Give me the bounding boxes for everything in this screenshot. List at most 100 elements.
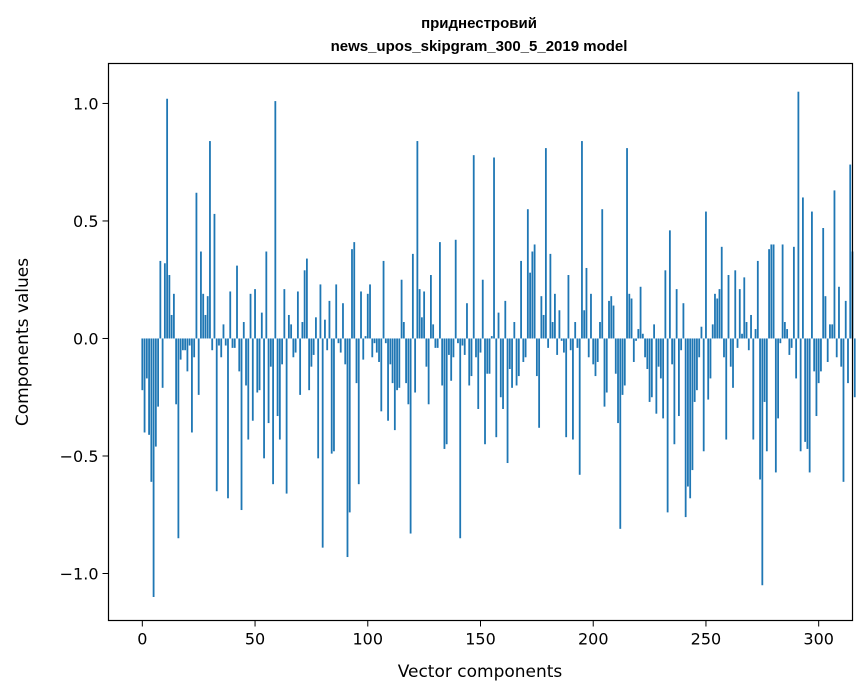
- bar-72: [303, 270, 306, 339]
- bar-38: [227, 338, 229, 499]
- bar-212: [619, 338, 622, 529]
- bar-92: [348, 338, 351, 513]
- bar-141: [459, 338, 462, 539]
- bar-268: [745, 322, 748, 339]
- bar-178: [542, 314, 545, 339]
- bar-208: [610, 296, 613, 339]
- chart-title-line-1: приднестровий: [421, 15, 537, 32]
- bar-213: [621, 338, 624, 395]
- bar-19: [184, 338, 187, 351]
- bar-50: [254, 289, 256, 339]
- bar-156: [493, 157, 495, 339]
- bar-182: [551, 322, 554, 339]
- bar-68: [294, 338, 297, 353]
- bar-175: [535, 338, 538, 377]
- bar-205: [603, 338, 606, 407]
- bar-73: [306, 258, 308, 339]
- bar-135: [445, 338, 448, 445]
- bar-298: [813, 338, 816, 372]
- bar-62: [281, 338, 283, 365]
- bar-266: [741, 333, 743, 339]
- bar-94: [353, 242, 356, 339]
- bar-289: [792, 246, 795, 339]
- bar-273: [756, 260, 759, 339]
- bar-292: [799, 338, 802, 452]
- bar-312: [844, 300, 847, 339]
- y-tick-label: −0.5: [60, 447, 99, 466]
- bar-57: [269, 338, 272, 367]
- bar-259: [725, 338, 728, 440]
- bar-281: [774, 338, 777, 473]
- bar-66: [290, 324, 293, 339]
- bar-189: [567, 275, 570, 339]
- bar-16: [177, 338, 180, 539]
- bar-232: [664, 270, 667, 339]
- bar-77: [315, 317, 317, 339]
- bar-185: [558, 310, 561, 339]
- bar-131: [436, 338, 439, 348]
- bar-217: [630, 298, 633, 339]
- bar-243: [689, 338, 692, 499]
- bar-15: [175, 338, 178, 405]
- bar-282: [777, 338, 779, 419]
- bar-58: [272, 338, 274, 485]
- bar-260: [727, 275, 730, 339]
- bar-176: [538, 338, 541, 428]
- bar-222: [641, 333, 644, 339]
- bar-207: [608, 300, 610, 339]
- bar-56: [267, 338, 270, 424]
- bar-304: [826, 338, 829, 362]
- bar-271: [752, 338, 755, 440]
- bar-88: [339, 338, 342, 353]
- bar-46: [245, 338, 247, 386]
- bar-150: [479, 338, 482, 353]
- bar-258: [723, 338, 725, 358]
- bar-67: [292, 338, 295, 358]
- bar-147: [472, 155, 475, 339]
- bar-247: [698, 338, 701, 358]
- bar-225: [648, 338, 651, 402]
- bar-179: [544, 148, 547, 339]
- bar-193: [576, 338, 579, 348]
- bar-283: [779, 338, 782, 344]
- bar-215: [626, 148, 628, 339]
- bar-91: [346, 338, 349, 558]
- bar-75: [310, 338, 313, 367]
- bar-277: [765, 338, 768, 452]
- bar-233: [666, 338, 669, 513]
- bar-158: [497, 312, 500, 339]
- bar-8: [159, 260, 162, 339]
- bar-138: [452, 338, 455, 358]
- bar-108: [384, 338, 387, 344]
- x-tick-label: 150: [465, 630, 496, 649]
- bar-253: [711, 324, 714, 339]
- bar-39: [229, 291, 232, 339]
- bar-69: [296, 291, 299, 339]
- bar-87: [337, 338, 340, 344]
- bar-249: [702, 338, 705, 452]
- bar-305: [829, 324, 831, 339]
- bar-192: [574, 322, 577, 339]
- bar-238: [678, 338, 680, 417]
- bar-311: [842, 338, 845, 482]
- bar-22: [191, 338, 193, 433]
- bar-27: [202, 293, 205, 339]
- bar-269: [747, 338, 750, 351]
- bar-149: [477, 338, 480, 409]
- bar-211: [617, 338, 619, 424]
- bar-313: [847, 338, 849, 384]
- bar-274: [759, 338, 761, 480]
- bar-132: [439, 242, 441, 339]
- bar-130: [434, 338, 437, 348]
- bar-124: [420, 317, 423, 339]
- bar-173: [531, 251, 534, 339]
- bar-65: [287, 314, 290, 339]
- bar-255: [716, 298, 719, 339]
- bar-307: [833, 190, 836, 339]
- bar-31: [211, 338, 214, 351]
- bar-180: [547, 338, 550, 348]
- bar-204: [601, 209, 604, 339]
- bar-251: [707, 338, 710, 400]
- bar-246: [696, 338, 698, 391]
